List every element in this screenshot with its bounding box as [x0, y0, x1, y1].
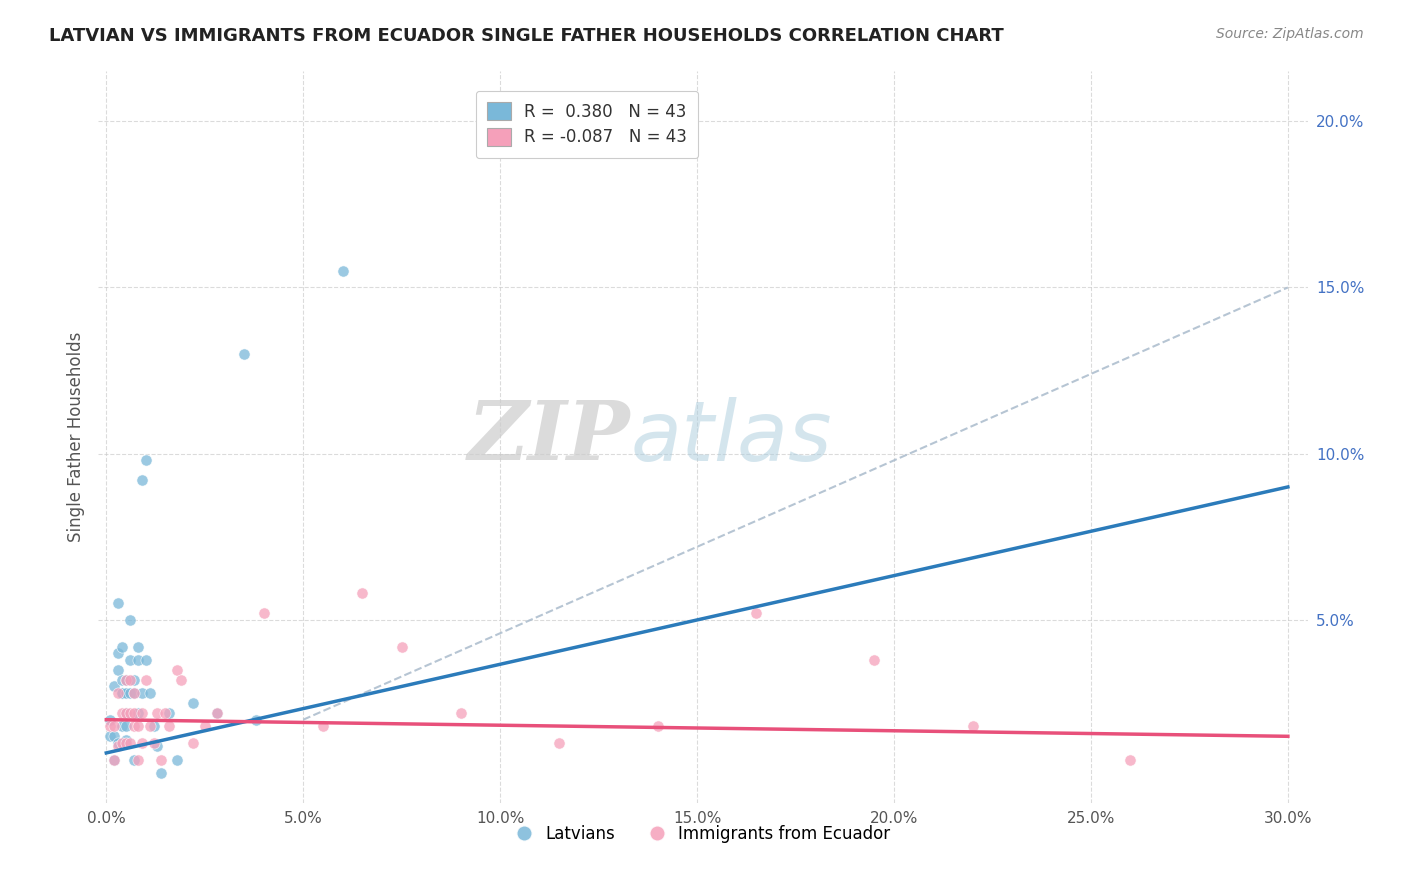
Point: [118, 613, 141, 627]
Point: [205, 706, 228, 720]
Point: [107, 596, 129, 610]
Point: [115, 706, 138, 720]
Point: [157, 706, 180, 720]
Point: [142, 719, 165, 733]
Point: [115, 732, 138, 747]
Point: [157, 719, 180, 733]
Point: [118, 653, 141, 667]
Point: [150, 753, 173, 767]
Point: [115, 673, 138, 687]
Point: [122, 686, 145, 700]
Point: [194, 719, 217, 733]
Point: [450, 706, 472, 720]
Point: [135, 453, 157, 467]
Point: [122, 706, 145, 720]
Point: [118, 706, 141, 720]
Point: [115, 673, 138, 687]
Text: ZIP: ZIP: [468, 397, 630, 477]
Point: [103, 719, 125, 733]
Point: [142, 736, 165, 750]
Point: [131, 473, 153, 487]
Point: [98, 713, 121, 727]
Text: Source: ZipAtlas.com: Source: ZipAtlas.com: [1216, 27, 1364, 41]
Point: [111, 686, 134, 700]
Point: [103, 753, 125, 767]
Point: [245, 713, 267, 727]
Point: [107, 736, 129, 750]
Point: [131, 706, 153, 720]
Point: [107, 739, 129, 754]
Point: [135, 653, 157, 667]
Point: [127, 706, 149, 720]
Point: [233, 347, 256, 361]
Point: [131, 686, 153, 700]
Point: [98, 729, 121, 743]
Point: [170, 673, 193, 687]
Point: [138, 719, 160, 733]
Point: [138, 686, 160, 700]
Point: [332, 264, 354, 278]
Point: [111, 706, 134, 720]
Point: [181, 696, 204, 710]
Point: [122, 686, 145, 700]
Point: [118, 736, 141, 750]
Point: [103, 753, 125, 767]
Point: [962, 719, 984, 733]
Point: [103, 680, 125, 694]
Point: [166, 753, 188, 767]
Point: [127, 640, 149, 654]
Point: [111, 686, 134, 700]
Point: [166, 663, 188, 677]
Point: [115, 736, 138, 750]
Point: [103, 729, 125, 743]
Point: [115, 719, 138, 733]
Point: [146, 739, 169, 754]
Point: [111, 640, 134, 654]
Point: [118, 673, 141, 687]
Point: [205, 706, 228, 720]
Point: [122, 753, 145, 767]
Point: [548, 736, 571, 750]
Point: [150, 765, 173, 780]
Y-axis label: Single Father Households: Single Father Households: [66, 332, 84, 542]
Point: [135, 673, 157, 687]
Point: [146, 706, 169, 720]
Text: LATVIAN VS IMMIGRANTS FROM ECUADOR SINGLE FATHER HOUSEHOLDS CORRELATION CHART: LATVIAN VS IMMIGRANTS FROM ECUADOR SINGL…: [49, 27, 1004, 45]
Point: [127, 753, 149, 767]
Point: [155, 706, 177, 720]
Point: [115, 686, 138, 700]
Point: [127, 719, 149, 733]
Point: [863, 653, 886, 667]
Point: [107, 663, 129, 677]
Point: [122, 673, 145, 687]
Legend: Latvians, Immigrants from Ecuador: Latvians, Immigrants from Ecuador: [509, 818, 897, 849]
Point: [647, 719, 669, 733]
Point: [111, 719, 134, 733]
Point: [745, 607, 768, 621]
Point: [312, 719, 335, 733]
Point: [98, 719, 121, 733]
Point: [352, 586, 374, 600]
Point: [111, 673, 134, 687]
Point: [131, 736, 153, 750]
Point: [111, 736, 134, 750]
Point: [107, 646, 129, 660]
Point: [122, 719, 145, 733]
Point: [253, 607, 276, 621]
Point: [391, 640, 413, 654]
Point: [115, 706, 138, 720]
Text: atlas: atlas: [630, 397, 832, 477]
Point: [118, 686, 141, 700]
Point: [181, 736, 204, 750]
Point: [127, 653, 149, 667]
Point: [107, 686, 129, 700]
Point: [1119, 753, 1142, 767]
